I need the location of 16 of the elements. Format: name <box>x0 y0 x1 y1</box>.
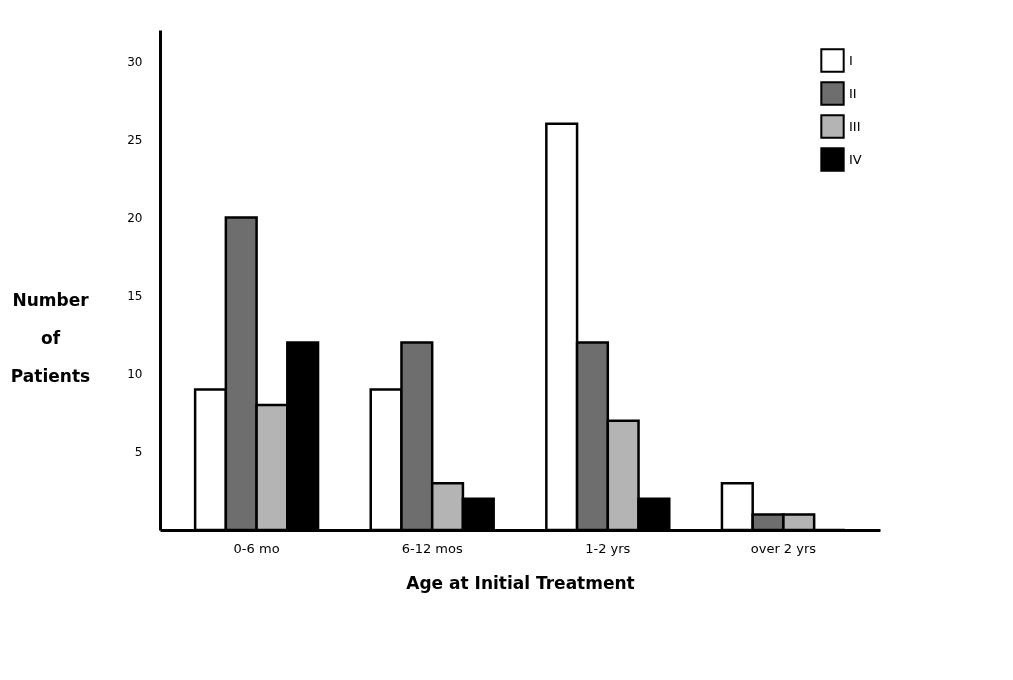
x-tick-label: 0-6 mo <box>233 540 280 556</box>
legend-label: IV <box>849 151 862 167</box>
y-axis-title: Number of Patients <box>10 289 91 386</box>
x-tick-label: over 2 yrs <box>750 540 817 556</box>
y-tick-label: 20 <box>127 211 143 225</box>
y-tick-label: 10 <box>127 367 143 382</box>
x-tick-label: 6-12 mos <box>401 540 463 556</box>
x-tick-label: 1-2 yrs <box>585 540 631 556</box>
y-tick-label: 30 <box>127 54 143 69</box>
y-tick-label: 5 <box>134 445 143 460</box>
y-tick-label: 25 <box>127 132 143 147</box>
legend-label: III <box>849 118 861 134</box>
legend-label: I <box>849 52 853 68</box>
legend-label: II <box>849 85 857 101</box>
x-axis-title: Age at Initial Treatment <box>406 572 635 593</box>
y-tick-label: 15 <box>127 289 143 304</box>
